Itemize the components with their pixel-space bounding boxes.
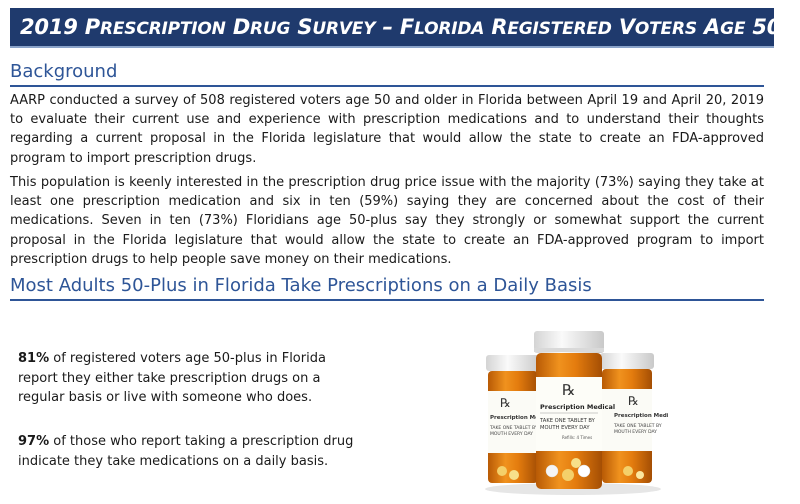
- title-word-rest: EGISTERED: [507, 19, 612, 39]
- rx-symbol: ℞: [562, 381, 575, 399]
- bottle-center: ℞ Prescription Medical TAKE ONE TABLET B…: [534, 331, 615, 489]
- bottle-right: ℞ Prescription Medical TAKE ONE TABLET B…: [600, 353, 668, 483]
- title-word: F: [399, 15, 415, 39]
- stat-text: of registered voters age 50-plus in Flor…: [18, 351, 326, 405]
- title-year: 2019: [20, 15, 78, 39]
- daily-heading: Most Adults 50-Plus in Florida Take Pres…: [10, 274, 764, 301]
- background-paragraph-1: AARP conducted a survey of 508 registere…: [10, 93, 764, 166]
- bottle-label-title: Prescription Medical: [614, 413, 668, 419]
- title-word-rest: OTERS: [634, 19, 697, 39]
- background-heading: Background: [10, 60, 764, 87]
- title-word-rest: RESCRIPTION: [99, 19, 226, 39]
- bottle-label-line: MOUTH EVERY DAY: [614, 429, 657, 435]
- title-age: 50+: [752, 15, 799, 39]
- title-word: S: [297, 15, 313, 39]
- bottle-refills: Refills: 4 Times: [562, 435, 592, 440]
- bottle-left: ℞ Prescription Medical TAKE ONE TABLET B…: [486, 355, 554, 483]
- bottle-label-line: TAKE ONE TABLET BY: [613, 423, 662, 429]
- title-dash: –: [382, 15, 393, 39]
- title-banner: 2019 PRESCRIPTION DRUG SURVEY – FLORIDA …: [10, 8, 799, 48]
- stat-value: 81%: [18, 351, 50, 366]
- stat-value: 97%: [18, 434, 50, 449]
- page-title: 2019 PRESCRIPTION DRUG SURVEY – FLORIDA …: [20, 15, 799, 39]
- bottle-label-line: MOUTH EVERY DAY: [540, 425, 590, 431]
- stat-81-percent: 81% of registered voters age 50-plus in …: [18, 349, 368, 408]
- bottle-label-title: Prescription Medical: [490, 415, 554, 421]
- title-word-rest: RUG: [250, 19, 291, 39]
- rx-symbol: ℞: [500, 396, 511, 410]
- title-word-rest: URVEY: [312, 19, 376, 39]
- title-word: A: [704, 15, 721, 39]
- title-word: D: [232, 15, 251, 39]
- bottle-label-line: MOUTH EVERY DAY: [490, 431, 533, 437]
- title-word-rest: LORIDA: [414, 19, 485, 39]
- bottle-label-line: TAKE ONE TABLET BY: [489, 425, 538, 431]
- title-word: R: [491, 15, 508, 39]
- bottle-label-title: Prescription Medical: [540, 403, 615, 411]
- title-word-rest: GE: [720, 19, 746, 39]
- pill-bottles-image: ℞ Prescription Medical TAKE ONE TABLET B…: [485, 331, 668, 495]
- background-paragraph-2: This population is keenly interested in …: [10, 175, 764, 267]
- stat-97-percent: 97% of those who report taking a prescri…: [18, 432, 368, 471]
- title-word: V: [618, 15, 635, 39]
- stat-text: of those who report taking a prescriptio…: [18, 434, 354, 469]
- rx-symbol: ℞: [628, 394, 639, 408]
- bottle-label-line: TAKE ONE TABLET BY: [539, 418, 596, 424]
- title-word: P: [84, 15, 100, 39]
